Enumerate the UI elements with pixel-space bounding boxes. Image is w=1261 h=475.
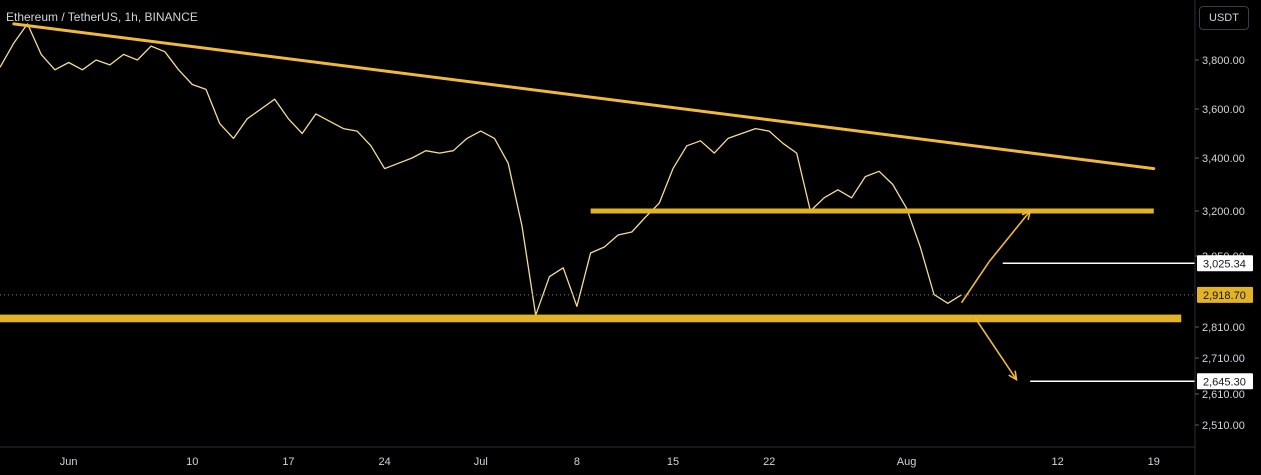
symbol-title: Ethereum / TetherUS, 1h, BINANCE (6, 10, 198, 24)
current-price-label-box (1197, 286, 1253, 303)
support-band[interactable] (0, 314, 1182, 323)
arrow-down-head (1008, 370, 1018, 382)
upside-target-label-box (1197, 255, 1253, 272)
arrow-up-segment-2-head (1021, 209, 1032, 220)
price-tick-label: 2,710.00 (1202, 353, 1245, 365)
price-tick-label: 2,510.00 (1202, 420, 1245, 432)
upside-target-label: 3,025.34 (1203, 258, 1246, 270)
price-tick-label: 3,400.00 (1202, 153, 1245, 165)
price-tick-label: 2,610.00 (1202, 389, 1245, 401)
arrow-up-segment-1[interactable] (960, 261, 990, 304)
time-tick-label: Jul (474, 456, 488, 468)
price-labels-layer: 3,025.34 2,918.70 2,645.30 (1197, 255, 1253, 390)
time-tick-label: 10 (186, 456, 198, 468)
downside-target-label-box (1197, 373, 1253, 390)
arrow-down[interactable] (974, 317, 1018, 381)
time-tick-label: 22 (763, 456, 775, 468)
annotation-layer (0, 22, 1195, 383)
descending-trendline[interactable] (12, 22, 1156, 171)
current-price-label: 2,918.70 (1203, 290, 1246, 302)
price-tick-label: 3,600.00 (1202, 104, 1245, 116)
time-tick-label: 17 (282, 456, 294, 468)
time-tick-label: 15 (667, 456, 679, 468)
resistance-band[interactable] (590, 208, 1154, 214)
price-tick-label: 3,200.00 (1202, 206, 1245, 218)
price-series-layer (0, 23, 962, 316)
time-tick-label: 19 (1148, 456, 1160, 468)
currency-button[interactable]: USDT (1199, 6, 1249, 30)
time-tick-label: 12 (1052, 456, 1064, 468)
arrow-up-segment-2[interactable] (988, 210, 1031, 263)
price-tick-label: 2,810.00 (1202, 322, 1245, 334)
time-tick-label: 8 (574, 456, 580, 468)
downside-target-label: 2,645.30 (1203, 376, 1246, 388)
price-axis[interactable]: 3,800.003,600.003,400.003,200.003,050.00… (1194, 0, 1245, 475)
time-tick-label: Jun (60, 456, 78, 468)
price-line (0, 23, 962, 316)
time-axis[interactable]: Jun 10 17 24 Jul 8 15 22 Aug 12 19 (0, 446, 1195, 468)
time-tick-label: Aug (897, 456, 917, 468)
time-tick-label: 24 (378, 456, 390, 468)
price-tick-label: 3,800.00 (1202, 55, 1245, 67)
